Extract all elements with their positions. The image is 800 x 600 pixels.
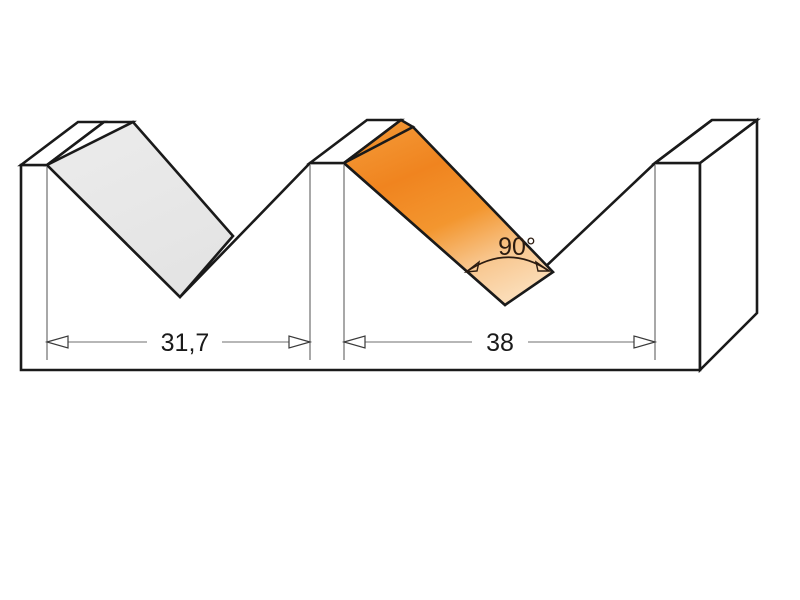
right-end-block — [651, 117, 761, 374]
angle-arrow-right-icon — [534, 260, 552, 272]
angle-label: 90° — [498, 233, 536, 261]
dimension-label-right: 38 — [486, 329, 514, 357]
dim-right-arrow-start-icon — [341, 335, 366, 349]
gray-cutter-profile — [43, 120, 235, 299]
angle-annotation: 90° — [463, 233, 552, 273]
dim-left-arrow-end-icon — [288, 335, 313, 349]
gray-blade-face — [44, 120, 235, 299]
angle-arrow-left-icon — [463, 260, 481, 273]
orange-blade-face — [341, 125, 556, 307]
right-block-chamfer-edge — [654, 118, 713, 165]
dimension-label-left: 31,7 — [161, 329, 210, 357]
orange-cutter-profile — [341, 118, 556, 307]
dim-right-arrow-end-icon — [633, 335, 658, 349]
dim-left-arrow-start-icon — [44, 335, 69, 349]
extension-lines — [46, 165, 656, 360]
dimension-left: 31,7 — [44, 329, 313, 357]
dimension-right: 38 — [341, 329, 658, 357]
